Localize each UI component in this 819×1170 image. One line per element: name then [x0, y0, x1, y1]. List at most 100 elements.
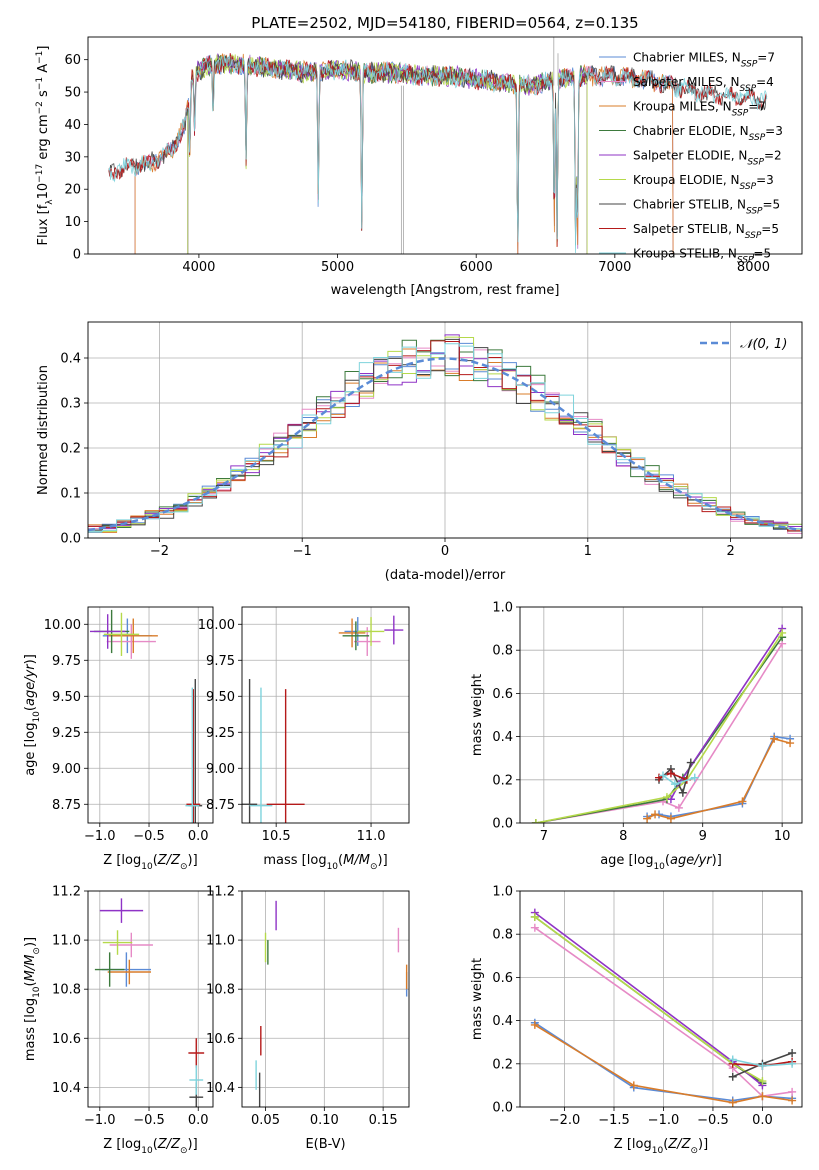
plot-area	[89, 609, 203, 823]
plot-area	[531, 624, 795, 823]
weight-marker	[786, 739, 795, 748]
weight-marker	[770, 734, 779, 743]
weight-marker	[738, 797, 747, 806]
plot-area	[242, 615, 404, 823]
legend-entry: Chabrier MILES, NSSP=7	[633, 51, 775, 70]
legend-entry: Salpeter MILES, NSSP=4	[633, 75, 774, 94]
y-tick-label: 9.25	[206, 726, 235, 741]
axes-frame	[241, 606, 410, 824]
y-tick-label: 0.8	[492, 644, 513, 659]
y-tick-label: 0.3	[60, 397, 81, 412]
x-tick-label: 11.0	[357, 829, 386, 844]
error-point	[188, 1038, 205, 1068]
y-tick-label: 10.4	[206, 1081, 235, 1096]
y-tick-label: 0.4	[492, 1014, 513, 1029]
legend-entry: Kroupa MILES, NSSP=7	[633, 100, 766, 119]
x-tick-label: 0.15	[369, 1113, 398, 1128]
legend: Chabrier MILES, NSSP=7 Salpeter MILES, NS…	[599, 51, 783, 266]
y-tick-label: 8.75	[206, 798, 235, 813]
weight-marker	[530, 912, 539, 921]
weight-marker	[658, 771, 667, 780]
error-point	[108, 618, 158, 654]
y-tick-label: 0.4	[492, 730, 513, 745]
x-tick-label: 10	[774, 829, 791, 844]
error-point	[384, 615, 404, 645]
x-tick-label: 0.10	[310, 1113, 339, 1128]
weight-line-salpeter-miles	[534, 927, 793, 1098]
weight-marker	[530, 923, 539, 932]
weight-marker	[662, 793, 671, 802]
legend-entry: Kroupa ELODIE, NSSP=3	[633, 173, 774, 192]
axes-frame	[519, 890, 803, 1108]
legend-entry: Salpeter ELODIE, NSSP=2	[633, 149, 782, 168]
weight-marker	[788, 1087, 797, 1096]
weight-marker	[758, 1077, 767, 1086]
error-point	[338, 618, 366, 648]
panel-mass-vs-EBV: 0.05 0.10 0.15 10.4 10.6 10.8 11.0 11.2 E(B-V)	[206, 885, 410, 1152]
y-tick-label: 10	[64, 215, 81, 230]
weight-marker	[788, 1059, 797, 1068]
x-tick-label: 8	[619, 829, 627, 844]
y-axis-label: Flux [fλ10−17 erg cm−2 s−1 A−1]	[35, 46, 55, 246]
y-tick-label: 60	[64, 53, 81, 68]
x-tick-label: −0.5	[697, 1113, 729, 1128]
weight-marker	[670, 780, 679, 789]
panel-spectrum: 4000 5000 6000 7000 8000 0 10 20 30 40 50 60 PLATE=2…	[35, 14, 803, 298]
error-point	[109, 932, 153, 958]
legend-entry: Chabrier ELODIE, NSSP=3	[633, 124, 783, 143]
error-point	[266, 689, 305, 823]
x-tick-label: −1.0	[84, 829, 116, 844]
weight-marker	[651, 810, 660, 819]
y-tick-label: 9.50	[206, 690, 235, 705]
error-point	[342, 621, 370, 651]
error-point	[94, 952, 125, 987]
y-tick-label: 10.6	[52, 1032, 81, 1047]
weight-marker	[530, 1020, 539, 1029]
legend: 𝒩(0, 1)	[700, 337, 787, 352]
x-axis-label: wavelength [Angstrom, rest frame]	[331, 283, 560, 298]
error-point	[189, 1065, 204, 1095]
x-tick-label: −1.0	[648, 1113, 680, 1128]
y-tick-label: 10.4	[52, 1081, 81, 1096]
hist-kroupa-stelib	[88, 343, 802, 533]
plot-area	[530, 908, 797, 1107]
x-tick-label: 0.0	[188, 829, 209, 844]
y-tick-label: 40	[64, 118, 81, 133]
axes-frame	[241, 890, 410, 1108]
legend-entry: 𝒩(0, 1)	[740, 337, 787, 352]
x-tick-label: 7000	[598, 260, 631, 275]
y-tick-label: 0.8	[492, 928, 513, 943]
error-point	[102, 930, 133, 955]
y-axis-label: mass weight	[470, 674, 485, 756]
x-tick-label: 7	[540, 829, 548, 844]
weight-marker	[666, 814, 675, 823]
axes-frame	[87, 321, 803, 539]
y-tick-label: 0.1	[60, 487, 81, 502]
spectrum-line-kroupa-stelib	[108, 55, 768, 254]
x-tick-label: −2.0	[549, 1113, 581, 1128]
y-tick-label: 11.2	[52, 885, 81, 900]
x-axis-label: Z [log10(Z/Z⊙)]	[614, 1137, 708, 1156]
y-axis-label: mass weight	[470, 958, 485, 1040]
panel-age-vs-mass: 10.5 11.0 8.75 9.00 9.25 9.50 9.75 10.00 mass [l…	[198, 606, 410, 872]
x-axis-label: Z [log10(Z/Z⊙)]	[103, 853, 197, 872]
axes-frame	[87, 890, 214, 1108]
legend-entry: Salpeter STELIB, NSSP=5	[633, 222, 779, 241]
axes-frame	[87, 36, 803, 255]
x-tick-label: 1	[584, 544, 592, 559]
weight-marker	[728, 1072, 737, 1081]
x-tick-label: 10.5	[262, 829, 291, 844]
x-tick-label: 2	[726, 544, 734, 559]
weight-marker	[728, 1055, 737, 1064]
x-tick-label: 0.0	[752, 1113, 773, 1128]
weight-line-kroupa-elodie	[535, 632, 783, 823]
weight-marker	[690, 773, 699, 782]
weight-marker	[643, 814, 652, 823]
panel-weight-vs-Z: −2.0 −1.5 −1.0 −0.5 0.0 0.0 0.2 0.4 0.6 0.8 1.0 Z […	[470, 885, 803, 1156]
plot-area	[255, 900, 408, 1107]
panel-mass-vs-Z: −1.0 −0.5 0.0 10.4 10.6 10.8 11.0 11.2 Z [log10(…	[23, 885, 214, 1156]
weight-line-kroupa-miles	[646, 737, 791, 820]
error-point	[103, 612, 140, 656]
y-tick-label: 10.8	[206, 983, 235, 998]
x-axis-label: E(B-V)	[305, 1137, 345, 1152]
